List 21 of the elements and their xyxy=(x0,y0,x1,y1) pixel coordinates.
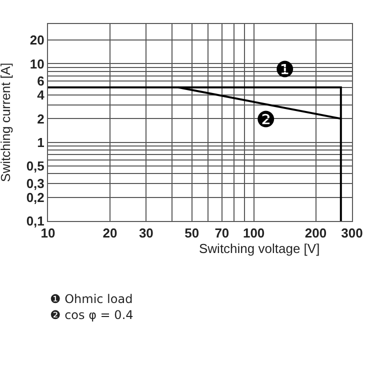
x-tick-label: 20 xyxy=(102,226,118,241)
x-tick-label: 300 xyxy=(341,226,363,241)
text: ❶ Ohmic load xyxy=(50,292,133,306)
x-tick-label: 30 xyxy=(138,226,154,241)
y-tick-label: 0,5 xyxy=(26,158,44,174)
y-tick-label: 6 xyxy=(37,74,44,89)
y-tick-label: 0,1 xyxy=(26,214,44,229)
y-tick-label: 4 xyxy=(37,88,46,103)
x-tick-label: 100 xyxy=(242,226,265,241)
y-axis-title: Switching current [A] xyxy=(0,62,13,182)
x-tick-label: 70 xyxy=(214,226,230,241)
y-tick-label: 0,3 xyxy=(26,176,44,192)
text: ❷ cos φ = 0.4 xyxy=(50,308,134,322)
y-tick-label: 0,2 xyxy=(26,190,44,205)
y-tick-label: 10 xyxy=(30,56,44,72)
x-tick-label: 200 xyxy=(304,226,327,241)
y-tick-label: 2 xyxy=(37,111,44,126)
y-tick-label: 1 xyxy=(37,134,44,150)
y-tick-label: 20 xyxy=(30,32,44,48)
x-axis-title: Switching voltage [V] xyxy=(199,241,320,256)
x-tick-label: 50 xyxy=(184,226,200,241)
